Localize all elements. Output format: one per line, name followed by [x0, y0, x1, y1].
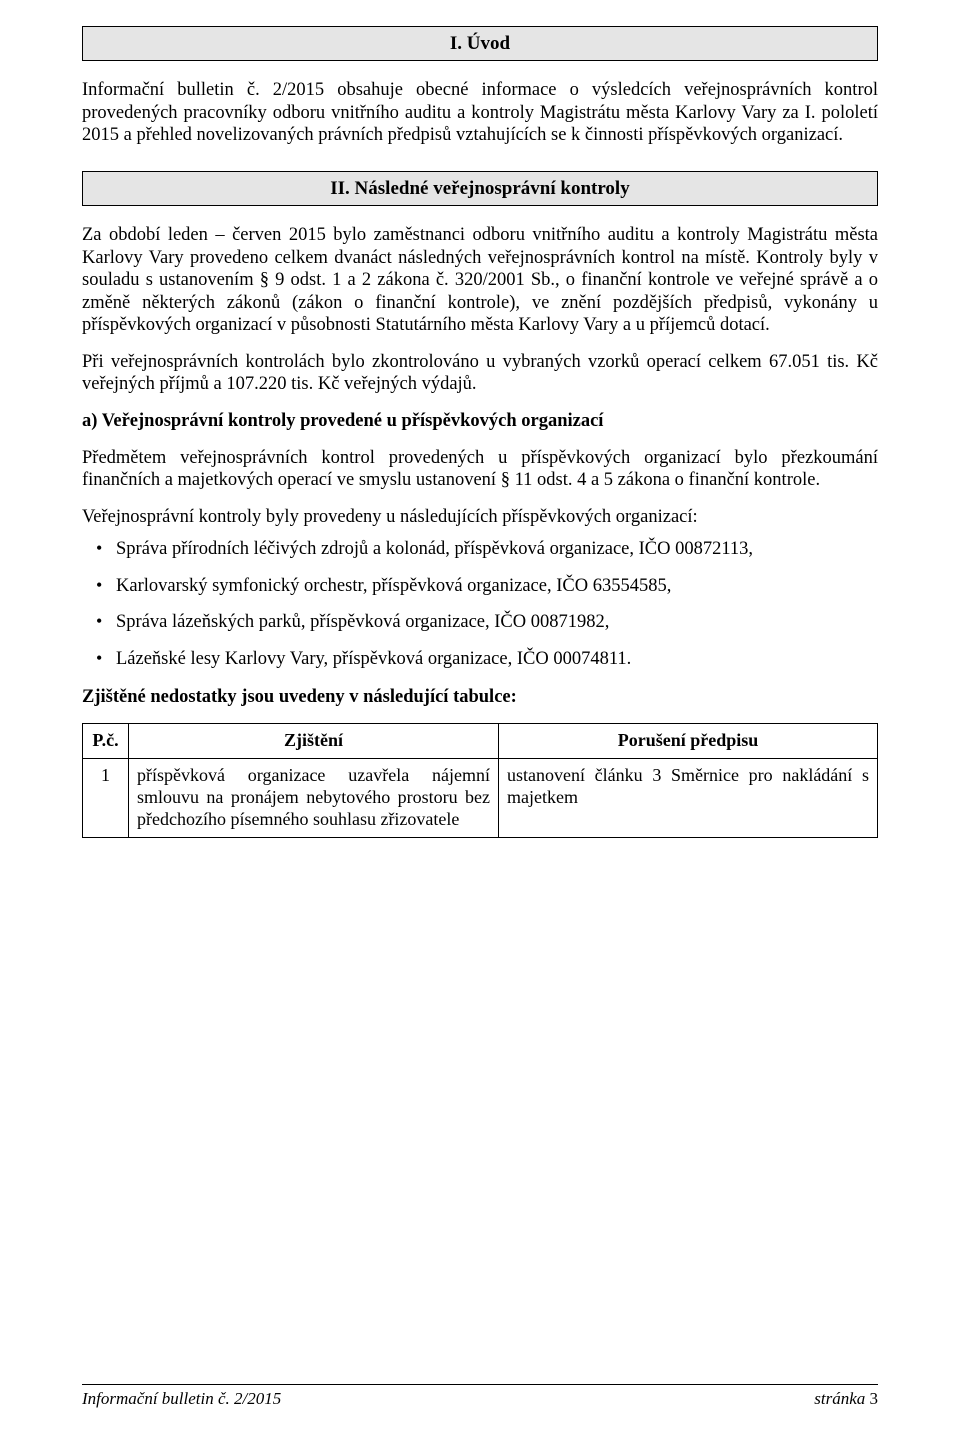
- findings-table: P.č. Zjištění Porušení předpisu 1 příspě…: [82, 723, 878, 838]
- footer-left: Informační bulletin č. 2/2015: [82, 1389, 281, 1410]
- section2-para2: Při veřejnosprávních kontrolách bylo zko…: [82, 351, 878, 396]
- intro-paragraph: Informační bulletin č. 2/2015 obsahuje o…: [82, 79, 878, 147]
- page-footer: Informační bulletin č. 2/2015 stránka 3: [82, 1384, 878, 1410]
- table-header-row: P.č. Zjištění Porušení předpisu: [83, 724, 878, 759]
- subsection-a-para2: Veřejnosprávní kontroly byly provedeny u…: [82, 506, 878, 529]
- subsection-a-para1: Předmětem veřejnosprávních kontrol prove…: [82, 447, 878, 492]
- col-header-zjisteni: Zjištění: [129, 724, 499, 759]
- col-header-pc: P.č.: [83, 724, 129, 759]
- cell-violation: ustanovení článku 3 Směrnice pro nakládá…: [499, 758, 878, 837]
- table-row: 1 příspěvková organizace uzavřela nájemn…: [83, 758, 878, 837]
- org-list: Správa přírodních léčivých zdrojů a kolo…: [82, 538, 878, 670]
- list-item: Správa přírodních léčivých zdrojů a kolo…: [116, 538, 878, 561]
- footer-page-number: 3: [870, 1389, 879, 1408]
- section-heading-uvod: I. Úvod: [82, 26, 878, 61]
- footer-page: stránka 3: [814, 1389, 878, 1410]
- table-intro: Zjištěné nedostatky jsou uvedeny v násle…: [82, 686, 878, 709]
- section2-para1: Za období leden – červen 2015 bylo zaměs…: [82, 224, 878, 337]
- section-heading-kontroly: II. Následné veřejnosprávní kontroly: [82, 171, 878, 206]
- list-item: Správa lázeňských parků, příspěvková org…: [116, 611, 878, 634]
- cell-finding: příspěvková organizace uzavřela nájemní …: [129, 758, 499, 837]
- footer-rule: [82, 1384, 878, 1385]
- cell-num: 1: [83, 758, 129, 837]
- subsection-a-heading: a) Veřejnosprávní kontroly provedené u p…: [82, 410, 878, 433]
- col-header-poruseni: Porušení předpisu: [499, 724, 878, 759]
- list-item: Lázeňské lesy Karlovy Vary, příspěvková …: [116, 648, 878, 671]
- footer-page-label: stránka: [814, 1389, 865, 1408]
- list-item: Karlovarský symfonický orchestr, příspěv…: [116, 575, 878, 598]
